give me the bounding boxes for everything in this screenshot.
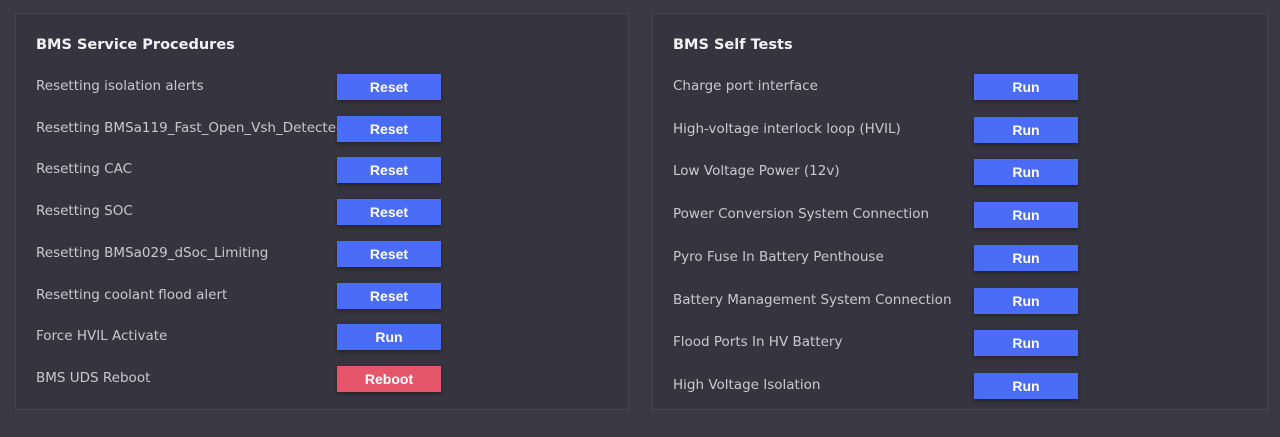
run-button[interactable]: Run [974, 159, 1078, 186]
procedure-label: Resetting CAC [36, 161, 133, 178]
run-button[interactable]: Run [337, 324, 441, 351]
procedure-label: Force HVIL Activate [36, 328, 168, 345]
procedure-row: Resetting coolant flood alert Reset [36, 282, 628, 309]
procedure-label: Resetting SOC [36, 203, 133, 220]
reset-button[interactable]: Reset [337, 157, 441, 184]
procedure-row: High-voltage interlock loop (HVIL) Run [673, 116, 1267, 143]
procedure-row: Pyro Fuse In Battery Penthouse Run [673, 244, 1267, 271]
procedure-label: Resetting BMSa029_dSoc_Limiting [36, 244, 269, 261]
run-button[interactable]: Run [974, 244, 1078, 271]
reset-button[interactable]: Reset [337, 199, 441, 226]
procedure-row: High Voltage Isolation Run [673, 372, 1267, 399]
run-button[interactable]: Run [974, 330, 1078, 357]
procedure-label: BMS UDS Reboot [36, 369, 151, 386]
run-button[interactable]: Run [974, 116, 1078, 143]
run-button[interactable]: Run [974, 287, 1078, 314]
reboot-button[interactable]: Reboot [337, 365, 441, 392]
panel-title: BMS Self Tests [673, 37, 793, 53]
procedure-row: Resetting BMSa119_Fast_Open_Vsh_Detected… [36, 115, 628, 142]
procedure-row: Resetting SOC Reset [36, 199, 628, 226]
procedure-row: Charge port interface Run [673, 74, 1267, 100]
procedure-label: Pyro Fuse In Battery Penthouse [673, 248, 884, 265]
procedure-row: Resetting BMSa029_dSoc_Limiting Reset [36, 240, 628, 267]
procedure-label: Flood Ports In HV Battery [673, 334, 843, 351]
procedure-row: Resetting isolation alerts Reset [36, 74, 628, 100]
procedure-label: Power Conversion System Connection [673, 206, 930, 223]
procedure-row: Resetting CAC Reset [36, 157, 628, 184]
reset-button[interactable]: Reset [337, 240, 441, 267]
procedure-label: Low Voltage Power (12v) [673, 163, 840, 180]
procedure-label: Resetting isolation alerts [36, 78, 204, 94]
run-button[interactable]: Run [974, 74, 1078, 100]
run-button[interactable]: Run [974, 372, 1078, 399]
procedure-label: Resetting BMSa119_Fast_Open_Vsh_Detected [36, 119, 345, 136]
procedure-row: Battery Management System Connection Run [673, 287, 1267, 314]
reset-button[interactable]: Reset [337, 282, 441, 309]
bms-service-procedures-panel: BMS Service Procedures Resetting isolati… [15, 13, 629, 410]
procedure-row: Flood Ports In HV Battery Run [673, 330, 1267, 357]
reset-button[interactable]: Reset [337, 115, 441, 142]
run-button[interactable]: Run [974, 202, 1078, 229]
procedure-label: Battery Management System Connection [673, 291, 952, 308]
procedure-row: Force HVIL Activate Run [36, 324, 628, 351]
procedure-row: Low Voltage Power (12v) Run [673, 159, 1267, 186]
procedure-row: BMS UDS Reboot Reboot [36, 365, 628, 392]
procedure-label: Charge port interface [673, 78, 818, 94]
procedure-label: High-voltage interlock loop (HVIL) [673, 120, 901, 137]
panel-title: BMS Service Procedures [36, 37, 235, 53]
reset-button[interactable]: Reset [337, 74, 441, 100]
bms-self-tests-panel: BMS Self Tests Charge port interface Run H… [652, 13, 1268, 410]
procedure-row: Power Conversion System Connection Run [673, 202, 1267, 229]
procedure-label: Resetting coolant flood alert [36, 286, 228, 303]
procedure-label: High Voltage Isolation [673, 376, 821, 393]
